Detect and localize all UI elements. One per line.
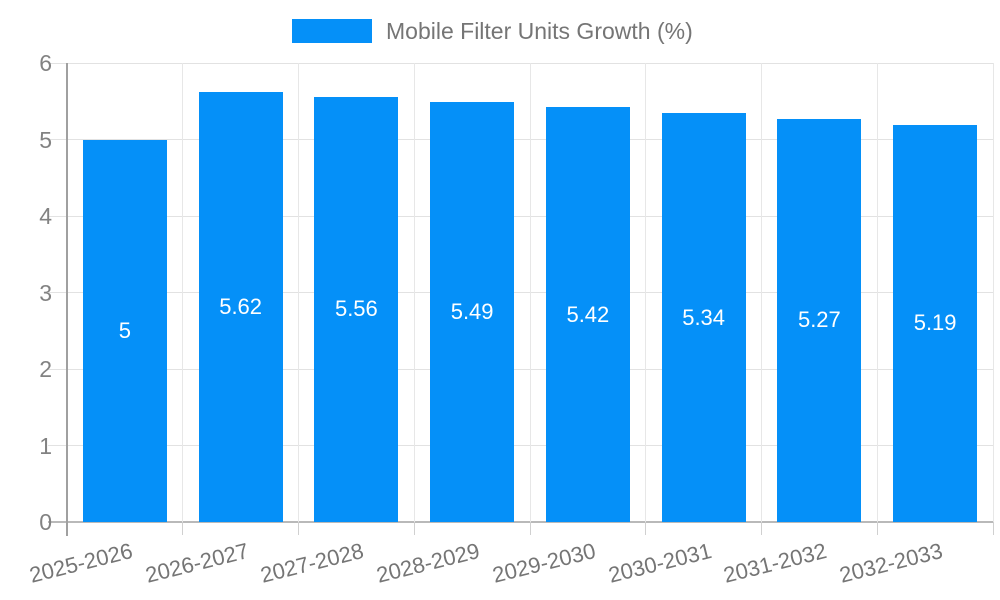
x-axis-tick — [645, 522, 647, 535]
bar[interactable] — [314, 96, 399, 522]
x-gridline — [645, 63, 647, 522]
bar[interactable] — [198, 92, 283, 522]
y-gridline — [48, 215, 993, 217]
y-axis-tick-label: 6 — [39, 50, 52, 76]
y-gridline — [48, 445, 993, 446]
x-gridline — [992, 63, 994, 522]
bar[interactable] — [82, 139, 167, 522]
y-axis-tick-label: 1 — [39, 432, 52, 459]
x-axis-tick — [413, 522, 415, 535]
x-axis-tick — [529, 522, 531, 535]
x-axis-tick — [298, 522, 299, 535]
y-gridline — [48, 62, 993, 64]
y-axis-tick-label: 0 — [39, 509, 52, 535]
x-gridline — [182, 63, 184, 522]
y-gridline — [48, 292, 993, 293]
y-axis-tick-label: 2 — [39, 356, 52, 382]
x-axis-tick — [761, 522, 762, 535]
y-gridline — [48, 521, 993, 523]
y-axis-tick-label: 3 — [39, 279, 52, 306]
y-gridline — [48, 139, 993, 140]
x-gridline — [876, 63, 878, 522]
legend-item[interactable]: Mobile Filter Units Growth (%) — [292, 14, 693, 48]
bar[interactable] — [893, 124, 978, 522]
legend-label: Mobile Filter Units Growth (%) — [386, 17, 693, 44]
x-gridline — [761, 63, 762, 522]
legend-swatch — [292, 19, 372, 43]
bar[interactable] — [545, 107, 630, 522]
x-axis-tick — [182, 522, 184, 535]
y-axis-tick-label: 5 — [39, 126, 52, 153]
bar[interactable] — [777, 118, 862, 522]
bar[interactable] — [430, 102, 515, 522]
x-gridline — [298, 63, 299, 522]
bar[interactable] — [661, 113, 746, 522]
y-axis-line — [66, 63, 68, 536]
x-gridline — [529, 63, 531, 522]
x-axis-tick — [876, 522, 878, 535]
y-axis-tick-label: 4 — [39, 203, 52, 229]
x-axis-tick — [992, 522, 994, 535]
x-gridline — [413, 63, 415, 522]
y-gridline — [48, 368, 993, 370]
